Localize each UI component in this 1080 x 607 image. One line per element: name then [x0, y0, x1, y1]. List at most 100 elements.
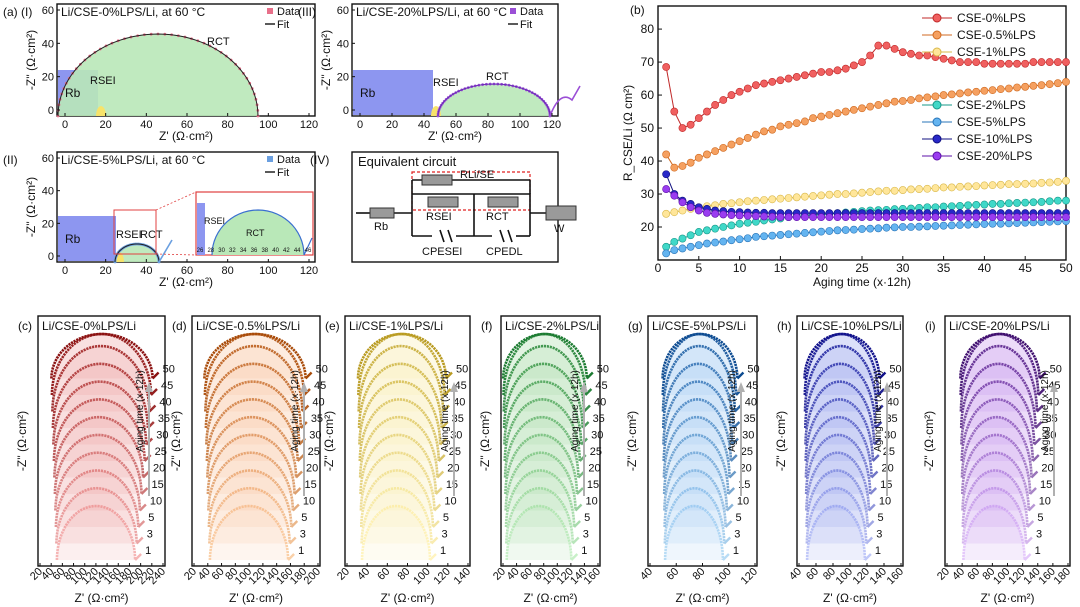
x-tick-label: 40 — [140, 119, 152, 131]
b-data-point — [776, 194, 785, 203]
stack-tail — [442, 404, 450, 413]
cpe-plate — [507, 229, 513, 243]
b-data-point — [792, 119, 801, 128]
panel-title: Li/CSE-5%LPS/Li, at 60 °C — [61, 153, 206, 167]
y-tick-label: 40 — [42, 186, 54, 198]
aging-arrowhead — [580, 382, 588, 392]
stack-arc-fill — [506, 470, 575, 527]
stack-arc — [960, 398, 1035, 462]
b-data-point — [727, 236, 736, 245]
stack-arc — [54, 451, 142, 511]
x-tick-label: 120 — [300, 119, 318, 131]
resistor — [427, 196, 459, 208]
b-data-point — [980, 181, 989, 190]
stack-arc — [504, 451, 577, 511]
b-data-point — [931, 222, 940, 230]
stack-age-label: 40 — [887, 397, 899, 409]
b-data-point — [792, 73, 801, 81]
stack-tail — [1027, 503, 1036, 512]
b-data-point — [915, 94, 924, 103]
legend-fit: Fit — [277, 19, 289, 31]
stack-tail — [875, 404, 884, 413]
rsei-label: RSEI — [116, 229, 142, 241]
stack-age-label: 25 — [155, 446, 167, 458]
b-data-point — [825, 213, 834, 222]
b-data-point — [784, 213, 793, 222]
b-data-point — [678, 162, 687, 170]
b-data-point — [939, 221, 948, 230]
b-data-point — [752, 130, 760, 139]
stack-tail — [1025, 536, 1033, 545]
b-data-point — [980, 213, 989, 222]
stack-age-label: 50 — [1050, 364, 1062, 376]
b-data-point — [686, 231, 695, 240]
stack-arc — [204, 362, 303, 429]
b-data-point — [670, 237, 679, 246]
b-data-point — [972, 87, 981, 96]
b-data-point — [1045, 80, 1054, 89]
stack-arc-fill — [54, 417, 144, 478]
inset-rb-region — [197, 203, 205, 255]
b-data-point — [923, 213, 932, 222]
stack-arc — [960, 415, 1033, 478]
stack-arc-fill — [207, 417, 297, 478]
b-data-point — [890, 223, 899, 232]
stack-x-tick-label: 200 — [302, 566, 323, 587]
inset-tick-label: 32 — [229, 248, 236, 254]
stack-arc-fill — [360, 417, 438, 478]
stack-arc — [503, 398, 582, 462]
stack-arc-fill — [206, 399, 298, 461]
stack-arc — [661, 332, 738, 396]
b-data-point — [1045, 58, 1054, 66]
stack-arc-fill — [359, 399, 439, 461]
b-data-point — [1021, 82, 1030, 91]
stack-arc-fill — [358, 334, 446, 379]
x-tick-label: 120 — [300, 265, 318, 277]
stack-x-tick-label: 140 — [452, 566, 473, 587]
b-data-point — [678, 124, 687, 132]
b-data-point — [923, 93, 932, 102]
b-data-point — [956, 202, 964, 210]
b-data-point — [972, 182, 981, 191]
b-series-line — [665, 174, 1066, 214]
b-data-point — [988, 213, 997, 222]
b-data-point — [727, 140, 736, 149]
stack-age-label: 3 — [734, 529, 740, 541]
b-data-point — [735, 198, 744, 207]
stack-arc — [359, 451, 436, 511]
b-data-point — [988, 181, 997, 190]
b-data-point — [858, 213, 866, 222]
cpe-plate — [447, 229, 453, 243]
cpe-plate — [439, 229, 445, 243]
stack-age-label: 5 — [148, 512, 154, 524]
stack-age-label: 20 — [306, 463, 318, 475]
b-data-point — [686, 242, 695, 251]
stack-age-label: 35 — [885, 413, 897, 425]
stack-age-label: 3 — [876, 529, 882, 541]
stack-tail — [1026, 520, 1035, 528]
b-data-point — [1045, 213, 1054, 222]
rb-label: Rb — [65, 232, 81, 246]
b-data-point — [809, 114, 817, 123]
stack-arc — [803, 344, 879, 412]
stack-title: Li/CSE-2%LPS/Li — [505, 319, 599, 333]
b-data-point — [760, 196, 768, 204]
panel-label: (h) — [777, 319, 792, 333]
b-data-point — [1004, 84, 1013, 93]
b-x-tick-label: 40 — [978, 261, 992, 275]
stack-x-tick-label: 160 — [582, 566, 603, 587]
b-data-point — [678, 198, 687, 207]
stack-arc-fill — [963, 488, 1026, 544]
b-data-point — [719, 96, 728, 104]
stack-title: Li/CSE-5%LPS/Li — [652, 319, 746, 333]
x-tick-label: 60 — [450, 119, 462, 131]
stack-arc — [961, 469, 1029, 528]
rct-region — [58, 34, 258, 116]
stack-arc-fill — [805, 381, 875, 445]
b-data-point — [1037, 198, 1046, 206]
b-data-point — [939, 91, 948, 99]
b-x-tick-label: 35 — [937, 261, 951, 275]
b-data-point — [874, 187, 883, 196]
aging-arrowhead — [300, 382, 308, 392]
stack-tail — [288, 536, 297, 545]
